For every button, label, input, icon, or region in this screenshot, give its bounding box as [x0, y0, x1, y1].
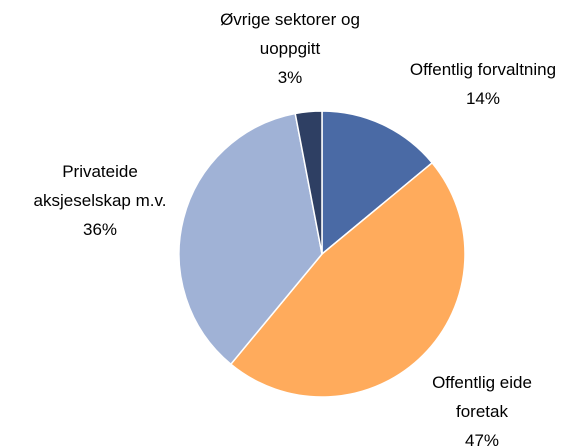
pie-slice: [229, 161, 466, 398]
slice-label: Privateide aksjeselskap m.v. 36%: [13, 157, 188, 244]
slice-label: Offentlig eide foretak 47%: [422, 368, 542, 448]
value-label: 47%: [464, 431, 500, 448]
pie-slice: [294, 110, 323, 255]
pie-slice: [321, 110, 434, 256]
category-name: Privateide aksjeselskap m.v.: [33, 162, 167, 210]
slice-label: Øvrige sektorer og uoppgitt 3%: [198, 5, 383, 92]
slice-label: Offentlig forvaltning 14%: [410, 55, 556, 113]
value-label: 3%: [277, 68, 303, 87]
category-name: Offentlig forvaltning: [409, 60, 557, 79]
pie-slice: [178, 112, 323, 366]
category-name: Øvrige sektorer og uoppgitt: [220, 10, 360, 58]
category-name: Offentlig eide foretak: [432, 373, 532, 421]
value-label: 36%: [82, 220, 118, 239]
value-label: 14%: [465, 89, 501, 108]
